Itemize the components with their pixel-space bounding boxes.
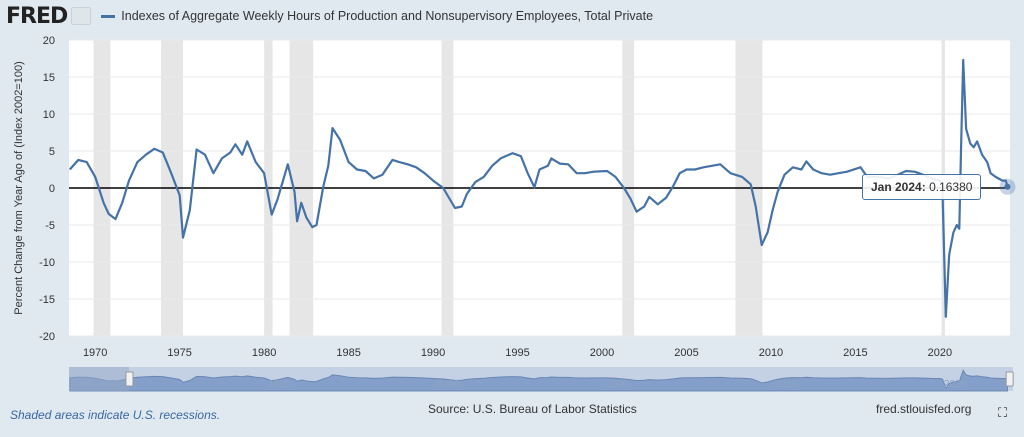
tooltip-date: Jan 2024 xyxy=(871,180,922,194)
x-tick-label: 1995 xyxy=(505,347,529,359)
x-tick-label: 2005 xyxy=(674,347,698,359)
y-tick-label: 5 xyxy=(49,146,55,158)
hover-marker xyxy=(1004,183,1011,190)
navigator-label: 2020 xyxy=(944,379,967,390)
expand-icon[interactable]: ⛶ xyxy=(998,405,1008,420)
legend-label[interactable]: Indexes of Aggregate Weekly Hours of Pro… xyxy=(121,9,654,23)
y-tick-label: -5 xyxy=(45,220,55,232)
y-tick-label: -20 xyxy=(39,331,55,343)
navigator-label: 2000 xyxy=(606,379,629,390)
fred-logo[interactable]: FRED xyxy=(6,3,68,29)
navigator-series xyxy=(69,369,1009,392)
y-tick-label: -15 xyxy=(39,294,55,306)
x-tick-label: 2010 xyxy=(759,347,783,359)
y-tick-label: 10 xyxy=(43,109,55,121)
x-tick-label: 2020 xyxy=(928,347,952,359)
navigator-handle[interactable] xyxy=(125,371,134,387)
series-line xyxy=(68,58,1009,318)
chart-line-icon xyxy=(71,7,92,25)
navigator-label: 1990 xyxy=(437,379,460,390)
legend-swatch xyxy=(101,14,116,18)
navigator-mask xyxy=(69,367,129,391)
x-tick-label: 1990 xyxy=(421,347,445,359)
x-tick-label: 1980 xyxy=(252,347,276,359)
navigator-label: 2010 xyxy=(775,379,798,390)
site-link[interactable]: fred.stlouisfed.org xyxy=(876,402,972,416)
y-tick-label: -10 xyxy=(39,257,55,269)
navigator-handle[interactable] xyxy=(1005,371,1014,387)
y-tick-label: 0 xyxy=(49,183,55,195)
y-axis-label: Percent Change from Year Ago of (Index 2… xyxy=(13,61,25,314)
recession-note: Shaded areas indicate U.S. recessions. xyxy=(10,408,221,422)
source-label: Source: U.S. Bureau of Labor Statistics xyxy=(428,402,637,416)
x-tick-label: 1975 xyxy=(167,347,191,359)
navigator-label: 1980 xyxy=(268,379,291,390)
y-tick-label: 15 xyxy=(43,72,55,84)
x-tick-label: 1970 xyxy=(83,347,107,359)
x-tick-label: 2015 xyxy=(843,347,867,359)
navigator-label: 1970 xyxy=(99,379,122,390)
x-tick-label: 1985 xyxy=(336,347,360,359)
y-tick-label: 20 xyxy=(43,35,55,47)
x-tick-label: 2000 xyxy=(590,347,614,359)
chart-header: FRED Indexes of Aggregate Weekly Hours o… xyxy=(6,3,654,29)
tooltip-value: 0.16380 xyxy=(929,180,973,194)
tooltip: Jan 2024: 0.16380 xyxy=(862,174,982,200)
